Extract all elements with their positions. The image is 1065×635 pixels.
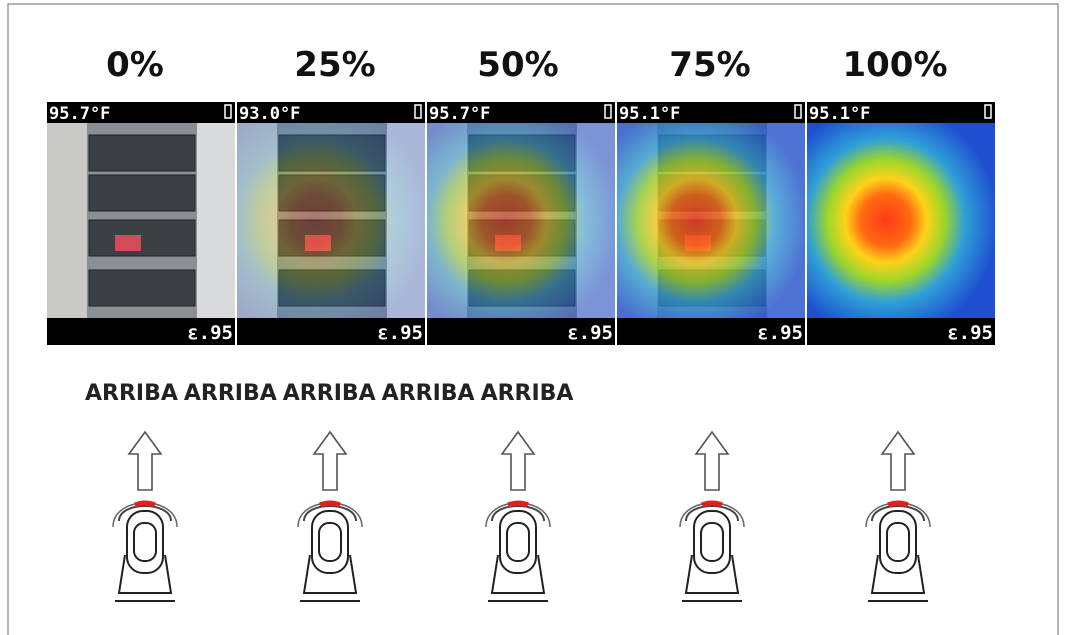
battery <box>984 104 992 119</box>
temperature: 95.1°F <box>619 104 680 124</box>
breaker <box>88 134 196 172</box>
battery <box>224 104 232 119</box>
battery <box>794 104 802 119</box>
thermal-view: 93.0°F ε.95 <box>237 102 427 345</box>
bottom-bar <box>807 318 995 345</box>
bottom-bar <box>617 318 805 345</box>
blend-label: 25% <box>294 45 375 85</box>
thermal-view: 95.1°F ε.95 <box>807 102 997 345</box>
top-bar <box>427 102 615 123</box>
emissivity: ε.95 <box>757 322 803 344</box>
battery <box>604 104 612 119</box>
instruction: ARRIBA <box>85 381 178 406</box>
top-bar <box>617 102 805 123</box>
wall <box>47 123 87 318</box>
blend-label: 50% <box>477 45 558 85</box>
emissivity: ε.95 <box>377 322 423 344</box>
bottom-bar <box>47 318 235 345</box>
panel-edge <box>197 123 235 318</box>
blend-label: 0% <box>106 45 164 85</box>
thermal-view: 95.7°F ε.95 <box>47 102 237 345</box>
emissivity: ε.95 <box>567 322 613 344</box>
heat-overlay <box>617 123 805 318</box>
breaker <box>88 219 196 257</box>
bottom-bar <box>237 318 425 345</box>
heat-overlay <box>237 123 425 318</box>
instruction: ARRIBA <box>184 381 277 406</box>
thermal-view: 95.1°F ε.95 <box>617 102 807 345</box>
temperature: 95.1°F <box>809 104 870 124</box>
temperature: 93.0°F <box>239 104 300 124</box>
blend-label: 75% <box>669 45 750 85</box>
instruction: ARRIBA <box>481 381 574 406</box>
temperature: 95.7°F <box>429 104 490 124</box>
thermal-view: 95.7°F ε.95 <box>427 102 617 345</box>
temperature: 95.7°F <box>49 104 110 124</box>
top-bar <box>807 102 995 123</box>
top-bar <box>237 102 425 123</box>
heat-overlay <box>427 123 615 318</box>
instruction: ARRIBA <box>283 381 376 406</box>
emissivity: ε.95 <box>187 322 233 344</box>
panels: 0% 95.7°F ε.95 25% 93.0°F ε.95 50% 95.7°F ε.95 75… <box>47 45 997 345</box>
bottom-bar <box>427 318 615 345</box>
instructions: ARRIBA ARRIBA ARRIBA ARRIBA ARRIBA <box>85 381 573 406</box>
breaker <box>88 174 196 212</box>
battery <box>414 104 422 119</box>
emissivity: ε.95 <box>947 322 993 344</box>
heat-overlay <box>807 123 995 318</box>
top-bar <box>47 102 235 123</box>
blend-label: 100% <box>842 45 947 85</box>
breaker-label <box>115 235 141 251</box>
instruction: ARRIBA <box>382 381 475 406</box>
breaker <box>88 269 196 307</box>
